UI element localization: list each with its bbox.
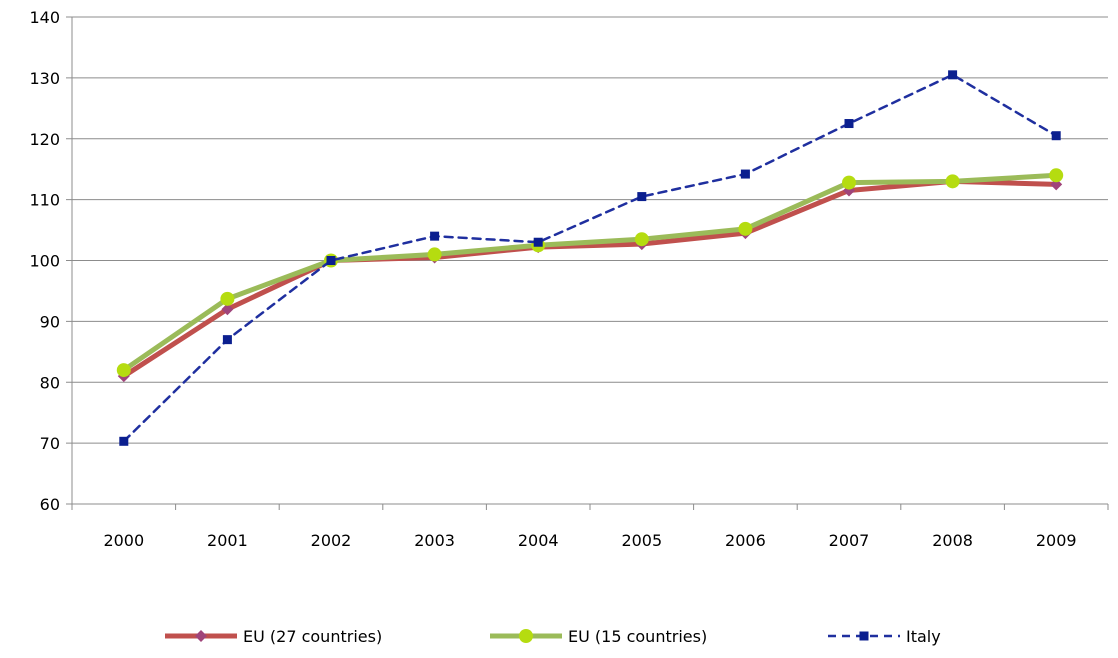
- data-point-circle: [220, 291, 235, 306]
- series-line: [122, 73, 1058, 443]
- x-tick-label: 2000: [103, 531, 144, 550]
- x-tick-label: 2009: [1036, 531, 1077, 550]
- data-point-diamond: [221, 303, 234, 316]
- x-tick-label: 2004: [518, 531, 559, 550]
- x-tick-label: 2003: [414, 531, 455, 550]
- legend: EU (27 countries) EU (15 countries) Italy: [165, 627, 941, 646]
- legend-label: EU (27 countries): [243, 627, 382, 646]
- data-point-square: [533, 237, 543, 247]
- y-tick-label: 90: [40, 312, 60, 331]
- data-point-square: [844, 119, 854, 129]
- x-tick-label: 2006: [725, 531, 766, 550]
- data-point-square: [740, 169, 750, 179]
- y-tick-label: 120: [29, 130, 60, 149]
- series-line: [121, 178, 1059, 379]
- x-tick-label: 2002: [311, 531, 352, 550]
- data-point-circle: [116, 363, 131, 378]
- data-point-circle: [842, 175, 856, 190]
- data-point-circle: [1049, 168, 1064, 183]
- data-point-circle: [427, 247, 442, 262]
- y-tick-label: 100: [29, 252, 60, 271]
- y-tick-label: 130: [29, 69, 60, 88]
- series-1: [116, 168, 1064, 378]
- legend-label: Italy: [906, 627, 941, 646]
- data-point-square: [637, 192, 647, 202]
- series-lines: [116, 70, 1064, 446]
- legend-item: EU (15 countries): [490, 627, 707, 646]
- data-point-circle: [945, 174, 960, 189]
- x-tick-label: 2005: [621, 531, 662, 550]
- series-line: [121, 172, 1059, 373]
- y-tick-label: 140: [29, 8, 60, 27]
- series-0: [117, 175, 1063, 383]
- y-tick-label: 70: [40, 434, 60, 453]
- x-tick-label: 2001: [207, 531, 248, 550]
- legend-label: EU (15 countries): [568, 627, 707, 646]
- legend-item: EU (27 countries): [165, 627, 382, 646]
- series-2: [119, 70, 1061, 446]
- data-point-square: [119, 436, 129, 446]
- y-tick-label: 60: [40, 495, 60, 514]
- data-point-square: [859, 631, 869, 641]
- data-point-square: [326, 256, 336, 265]
- data-point-square: [948, 70, 958, 80]
- x-tick-label: 2007: [829, 531, 870, 550]
- data-point-circle: [519, 629, 533, 643]
- data-point-square: [430, 231, 440, 241]
- axes: 60 70 80 90 100 110 120 130 140 2000 2001 2002 2003 2…: [29, 8, 1109, 550]
- data-point-square: [222, 335, 232, 345]
- legend-item: Italy: [828, 627, 941, 646]
- y-tick-label: 80: [40, 373, 60, 392]
- data-point-square: [1051, 131, 1061, 141]
- data-point-circle: [634, 232, 649, 247]
- data-point-diamond: [195, 630, 207, 642]
- y-tick-label: 110: [29, 191, 60, 210]
- x-tick-label: 2008: [932, 531, 973, 550]
- data-point-circle: [738, 221, 753, 236]
- gridlines: [72, 16, 1108, 444]
